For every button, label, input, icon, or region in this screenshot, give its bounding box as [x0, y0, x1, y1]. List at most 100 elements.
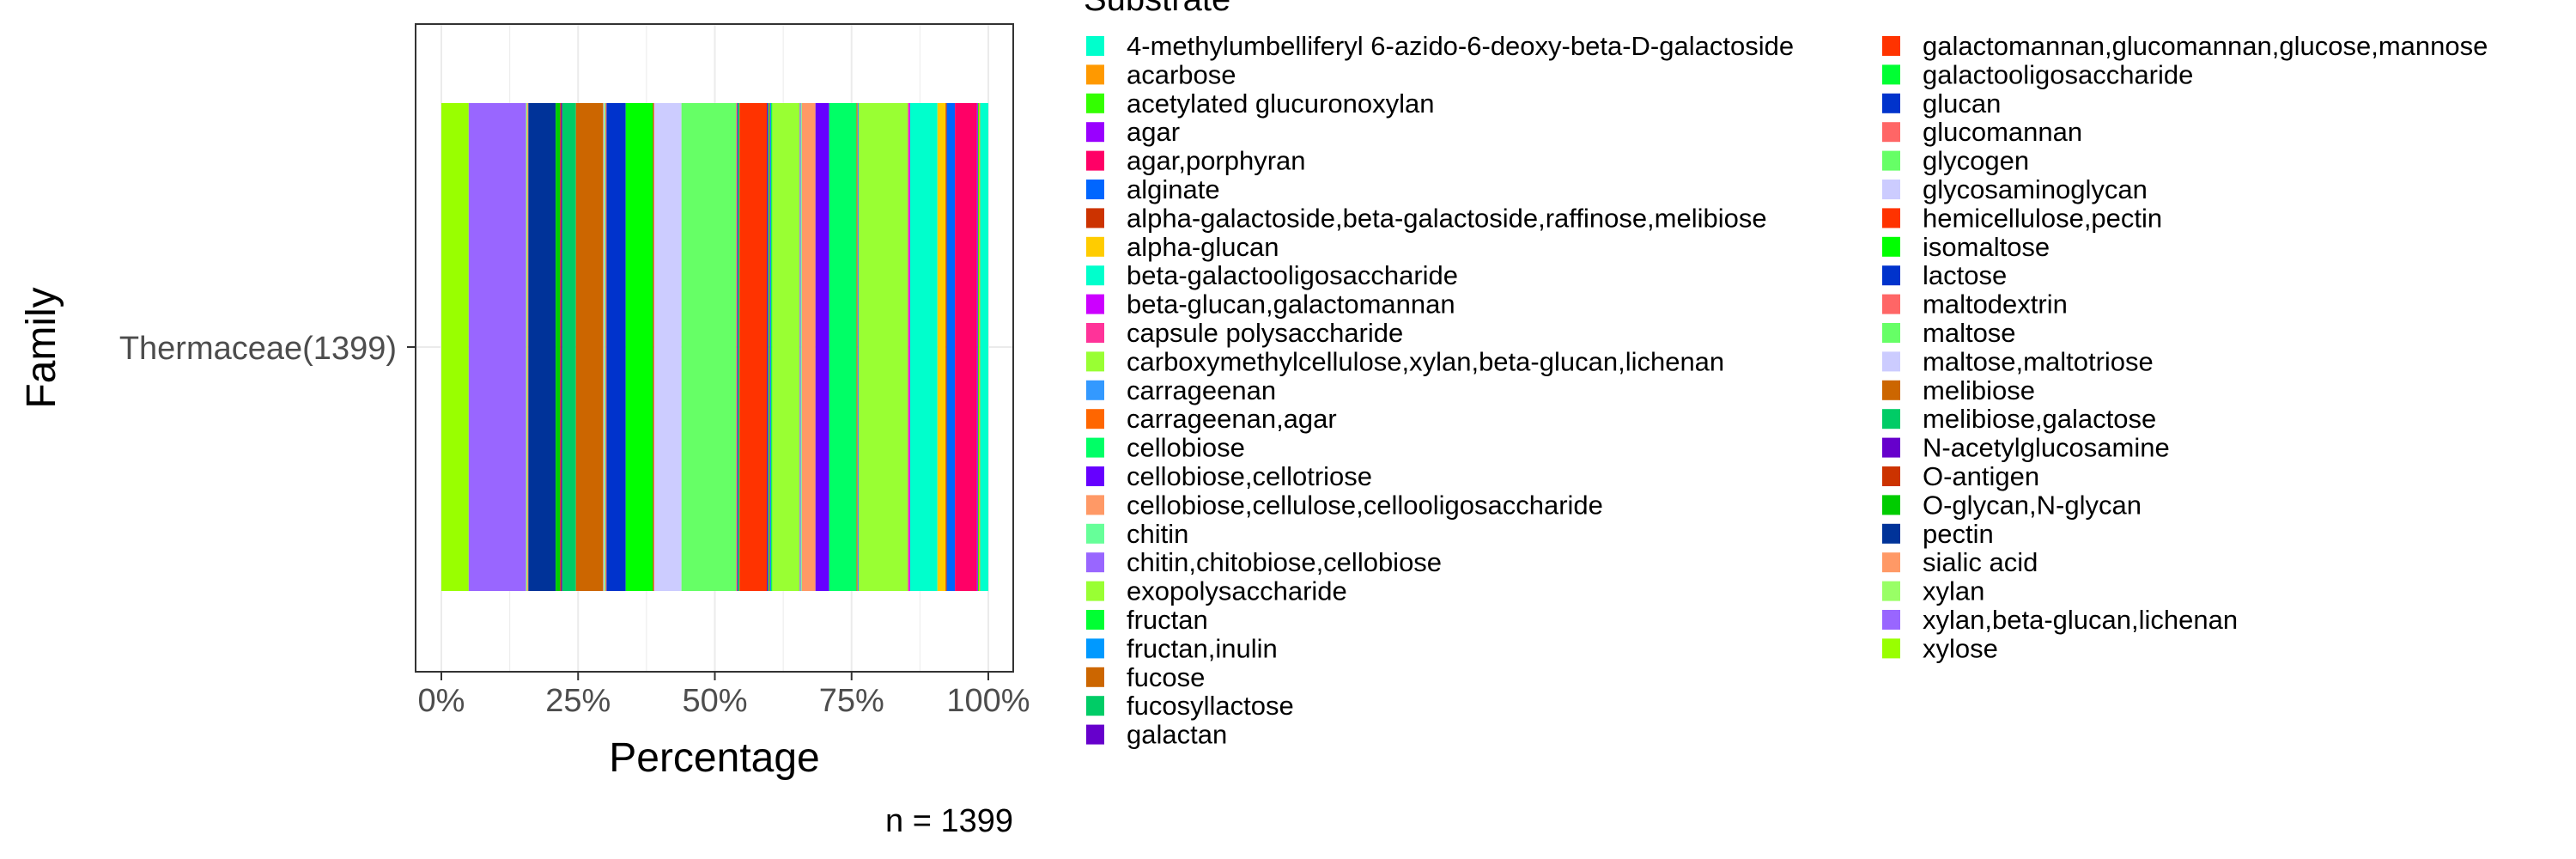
legend-label: glycogen	[1923, 146, 2029, 176]
legend-label: alginate	[1127, 174, 1220, 204]
legend-key	[1086, 36, 1104, 56]
bar-segment-fructan	[771, 103, 773, 591]
legend-key	[1086, 667, 1104, 687]
bar-segment-fructan-inulin	[769, 103, 772, 591]
bar-segment-chitin-chitobiose-cellobiose	[799, 103, 801, 591]
legend-label: exopolysaccharide	[1127, 576, 1347, 606]
legend-label: maltodextrin	[1923, 289, 2068, 320]
legend-label: cellobiose,cellulose,cellooligosaccharid…	[1127, 490, 1603, 520]
legend-label: fucosyllactose	[1127, 691, 1294, 721]
bar-segment-maltose-maltotriose	[603, 103, 605, 591]
legend-key	[1882, 236, 1900, 257]
legend-label: glucan	[1923, 88, 2001, 119]
legend-key	[1086, 466, 1104, 486]
legend-key	[1086, 495, 1104, 515]
legend-label: melibiose	[1923, 375, 2035, 405]
bar-segment-alpha-glucan	[937, 103, 946, 591]
bar-segment-carboxymethylcellulose-xylan-beta-glucan-lichenan	[859, 103, 908, 591]
legend-label: cellobiose	[1127, 433, 1245, 463]
bar-segment-melibiose	[575, 103, 604, 591]
bar-segment-maltodextrin	[605, 103, 607, 591]
legend-key	[1086, 150, 1104, 171]
x-axis-title: Percentage	[609, 735, 820, 781]
legend-label: capsule polysaccharide	[1127, 318, 1403, 348]
legend-label: xylan	[1923, 576, 1984, 606]
bar-segment-carrageenan	[857, 103, 860, 591]
legend-label: maltose	[1923, 318, 2016, 348]
legend-label: N-acetylglucosamine	[1923, 433, 2170, 463]
legend-key	[1086, 724, 1104, 745]
bar-segment-cellobiose-cellulose-cellooligosaccharide	[801, 103, 816, 591]
x-tick-label: 25%	[545, 683, 611, 719]
legend-label: 4-methylumbelliferyl 6-azido-6-deoxy-bet…	[1127, 31, 1794, 61]
legend-label: carrageenan,agar	[1127, 404, 1337, 434]
bar-segment-agar-porphyran	[955, 103, 977, 591]
bar-segment-carrageenan-agar	[856, 103, 858, 591]
legend-label: fucose	[1127, 662, 1205, 692]
legend-label: O-glycan,N-glycan	[1923, 490, 2142, 520]
legend-key	[1086, 696, 1104, 716]
bar-segment-acarbose	[979, 103, 981, 591]
legend-key	[1086, 523, 1104, 544]
bar-segment-beta-galactooligosaccharide	[909, 103, 938, 591]
legend-key	[1882, 495, 1900, 515]
y-axis-ticks: Thermaceae(1399)	[119, 331, 416, 367]
legend-key	[1882, 380, 1900, 400]
legend-key	[1882, 294, 1900, 314]
legend: Substrate 4-methylumbelliferyl 6-azido-6…	[1084, 0, 2488, 750]
legend-label: glycosaminoglycan	[1923, 174, 2148, 204]
legend-key	[1086, 351, 1104, 372]
legend-key	[1882, 323, 1900, 343]
bar-segment-4-methylumbelliferyl-6-azido-6-deoxy-beta-d-galactoside	[980, 103, 988, 591]
legend-key	[1882, 437, 1900, 458]
legend-label: sialic acid	[1923, 547, 2038, 577]
legend-key	[1086, 294, 1104, 314]
legend-label: chitin	[1127, 519, 1188, 549]
legend-key	[1882, 208, 1900, 228]
bar-segment-isomaltose	[625, 103, 653, 591]
caption: n = 1399	[885, 803, 1013, 839]
legend-key	[1882, 122, 1900, 143]
bar-segment-sialic-acid	[527, 103, 529, 591]
legend-key	[1086, 380, 1104, 400]
legend-key	[1086, 581, 1104, 601]
legend-key	[1086, 122, 1104, 143]
legend-key	[1086, 265, 1104, 286]
legend-key	[1882, 610, 1900, 630]
legend-key	[1882, 466, 1900, 486]
bar-segment-xylan-beta-glucan-lichenan	[468, 103, 526, 591]
legend-label: xylan,beta-glucan,lichenan	[1923, 605, 2238, 635]
legend-label: carrageenan	[1127, 375, 1276, 405]
bar-segment-hemicellulose-pectin	[653, 103, 654, 591]
bar-segment-glycosaminoglycan	[653, 103, 682, 591]
legend-key	[1086, 552, 1104, 573]
bar-segment-galactomannan-glucomannan-glucose-mannose	[739, 103, 768, 591]
bar-segment-acetylated-glucuronoxylan	[977, 103, 980, 591]
y-tick-label: Thermaceae(1399)	[119, 331, 397, 367]
legend-label: maltose,maltotriose	[1923, 346, 2154, 376]
legend-label: beta-galactooligosaccharide	[1127, 260, 1458, 290]
legend-key	[1086, 180, 1104, 199]
legend-label: galactooligosaccharide	[1923, 59, 2193, 89]
legend-label: fructan,inulin	[1127, 633, 1278, 663]
legend-label: O-antigen	[1923, 461, 2039, 491]
legend-key	[1086, 236, 1104, 257]
bar-segment-o-glycan-n-glycan	[556, 103, 561, 591]
legend-key	[1882, 150, 1900, 171]
legend-key	[1882, 36, 1900, 56]
legend-label: galactan	[1127, 720, 1227, 750]
bar-segment-o-antigen	[560, 103, 562, 591]
legend-title: Substrate	[1084, 0, 1230, 18]
legend-key	[1882, 265, 1900, 286]
bar-segment-alpha-galactoside-beta-galactoside-raffinose-melibiose	[945, 103, 947, 591]
legend-key	[1086, 409, 1104, 430]
bar-segment-lactose	[606, 103, 626, 591]
bar-segment-beta-glucan-galactomannan	[908, 103, 910, 591]
y-axis-title: Family	[19, 287, 64, 408]
legend-key	[1882, 638, 1900, 659]
legend-label: beta-glucan,galactomannan	[1127, 289, 1455, 320]
legend-key	[1086, 638, 1104, 659]
legend-label: pectin	[1923, 519, 1994, 549]
legend-key	[1882, 581, 1900, 601]
bar-segment-alginate	[946, 103, 956, 591]
